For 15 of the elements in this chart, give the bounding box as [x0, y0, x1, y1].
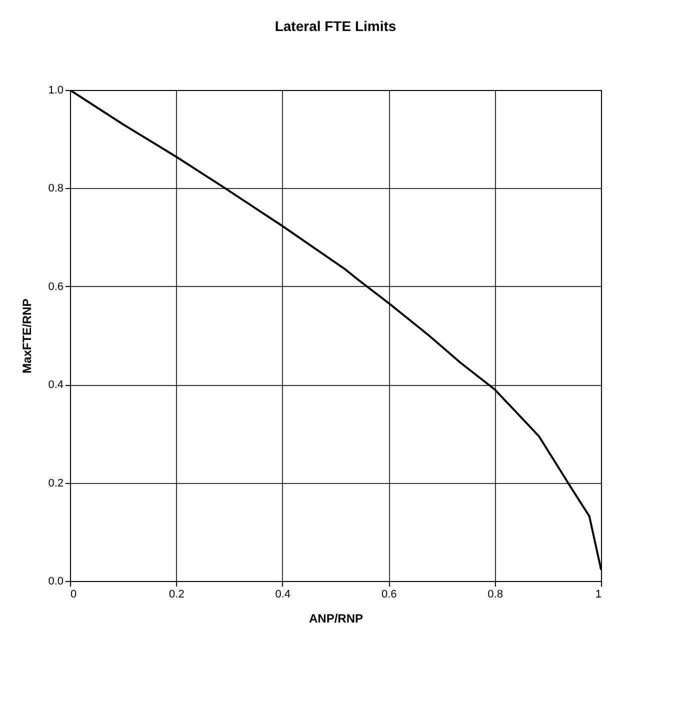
chart-title: Lateral FTE Limits [274, 18, 396, 34]
x-tick-label: 0.6 [381, 588, 397, 600]
x-tick-label: 0.2 [169, 588, 184, 600]
x-tick-label: 0.4 [275, 588, 291, 600]
x-tick-label: 1 [595, 588, 602, 600]
y-tick-label: 1.0 [48, 84, 64, 96]
x-tick-label: 0 [70, 588, 77, 600]
y-tick-label: 0.0 [48, 576, 64, 588]
x-axis-title: ANP/RNP [308, 612, 364, 626]
x-tick-label: 0.8 [488, 588, 503, 600]
y-tick-label: 0.2 [48, 477, 64, 490]
y-tick-label: 0.6 [48, 280, 64, 293]
y-axis-title: MaxFTE/RNP [20, 298, 34, 374]
y-tick-label: 0.4 [48, 379, 64, 392]
y-tick-label: 0.8 [48, 182, 64, 195]
